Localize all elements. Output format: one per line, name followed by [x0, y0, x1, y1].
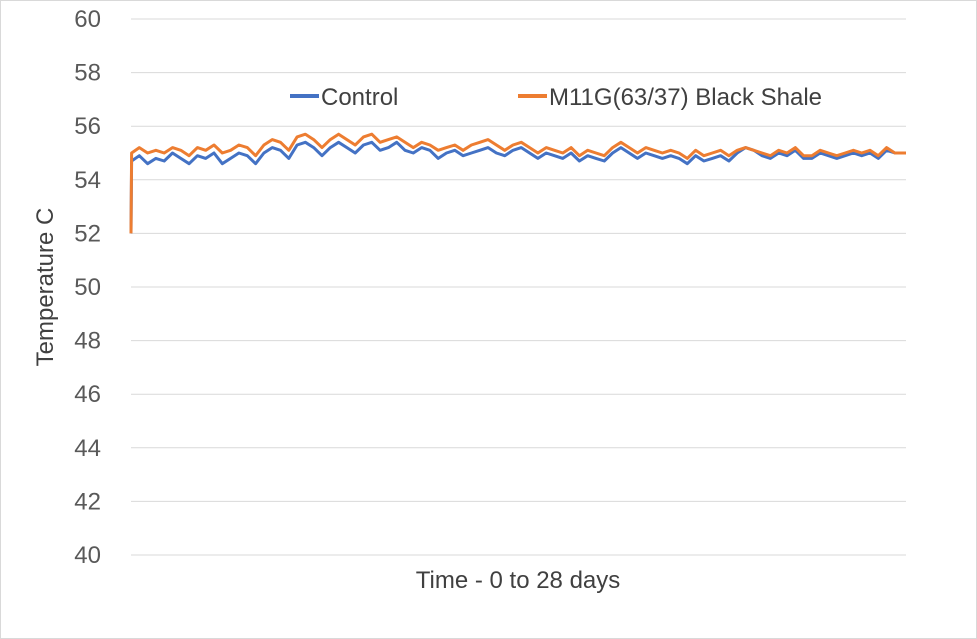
legend: Control M11G(63/37) Black Shale — [290, 84, 822, 111]
y-tick-label-44: 44 — [74, 435, 101, 462]
series-lines — [129, 132, 906, 234]
y-tick-label-60: 60 — [74, 6, 101, 33]
y-tick-label-48: 48 — [74, 328, 101, 355]
y-tick-label-52: 52 — [74, 220, 101, 247]
series-line-black-shale — [129, 132, 906, 234]
legend-item-control: Control — [290, 84, 398, 111]
legend-label-black-shale: M11G(63/37) Black Shale — [549, 84, 822, 111]
x-axis-title: Time - 0 to 28 days — [416, 567, 621, 594]
gridlines — [131, 18, 906, 556]
y-tick-label-50: 50 — [74, 274, 101, 301]
y-tick-label-42: 42 — [74, 488, 101, 515]
y-axis-ticks: 40 42 44 46 48 50 52 54 56 58 60 — [74, 6, 101, 569]
legend-item-black-shale: M11G(63/37) Black Shale — [518, 84, 822, 111]
legend-label-control: Control — [321, 84, 398, 111]
y-tick-label-56: 56 — [74, 113, 101, 140]
series-line-control — [129, 140, 906, 234]
y-tick-label-40: 40 — [74, 542, 101, 569]
y-tick-label-54: 54 — [74, 167, 101, 194]
y-axis-title: Temperature C — [32, 208, 59, 367]
y-tick-label-58: 58 — [74, 60, 101, 87]
y-tick-label-46: 46 — [74, 381, 101, 408]
